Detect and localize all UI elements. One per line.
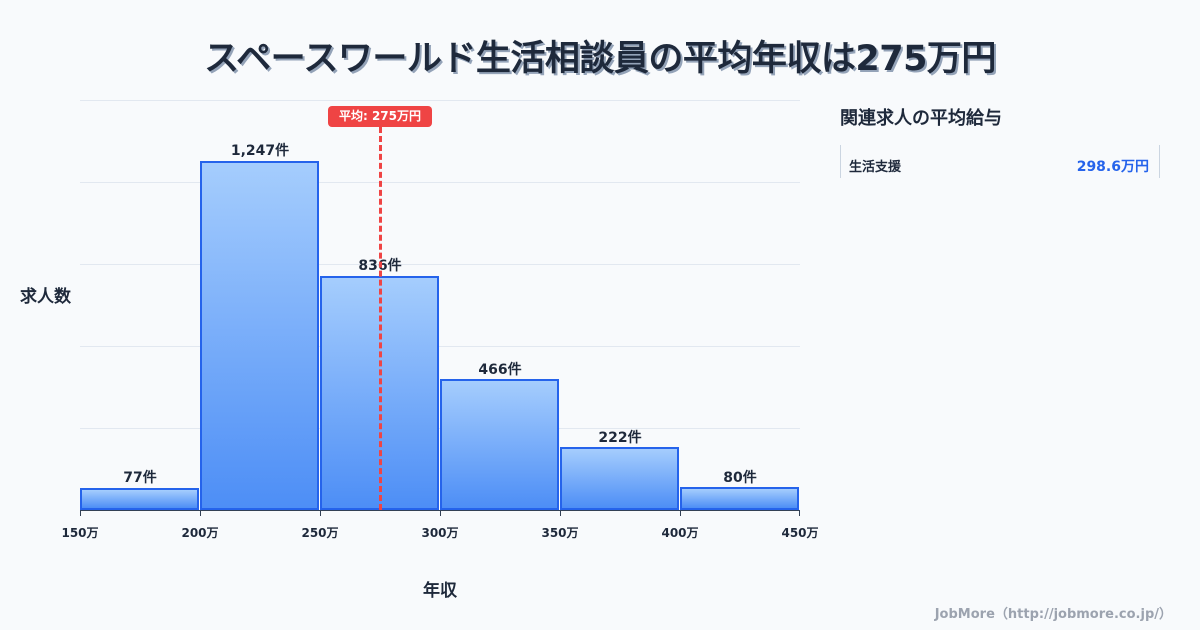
- x-tick: [560, 510, 561, 516]
- related-job-salary: 298.6万円: [1076, 159, 1149, 175]
- x-tick: [440, 510, 441, 516]
- related-job-name: 生活支援: [849, 160, 902, 175]
- source-credit: JobMore（http://jobmore.co.jp/）: [934, 607, 1172, 622]
- average-line: [379, 127, 382, 510]
- bar-value-label: 222件: [598, 430, 642, 446]
- gridline: [80, 346, 800, 347]
- chart-title: スペースワールド生活相談員の平均年収は275万円: [204, 39, 996, 79]
- bar-value-label: 77件: [123, 470, 157, 486]
- x-tick-label: 300万: [421, 526, 459, 540]
- y-axis-label: 求人数: [20, 287, 71, 307]
- x-tick: [200, 510, 201, 516]
- bar-value-label: 466件: [478, 362, 522, 378]
- gridline: [80, 264, 800, 265]
- x-axis-label: 年収: [423, 581, 457, 601]
- histogram-bar: [680, 487, 799, 510]
- x-tick-label: 250万: [301, 526, 339, 540]
- bar-value-label: 80件: [723, 470, 757, 486]
- x-tick-label: 350万: [541, 526, 579, 540]
- bar-value-label: 1,247件: [230, 143, 290, 159]
- histogram-bar: [560, 447, 679, 510]
- x-tick-label: 200万: [181, 526, 219, 540]
- x-tick: [80, 510, 81, 516]
- x-tick-label: 450万: [781, 526, 819, 540]
- x-tick-label: 400万: [661, 526, 699, 540]
- x-tick: [799, 510, 800, 516]
- gridline: [80, 100, 800, 101]
- histogram-bar: [80, 488, 199, 510]
- x-tick: [320, 510, 321, 516]
- plot-area: 77件 1,247件 836件 466件 222件 80件: [80, 100, 800, 510]
- average-badge: 平均: 275万円: [328, 106, 432, 127]
- histogram-bar: [200, 161, 319, 510]
- gridline: [80, 182, 800, 183]
- related-salary-title: 関連求人の平均給与: [840, 108, 1002, 129]
- histogram-bar: [440, 379, 559, 510]
- x-tick-label: 150万: [61, 526, 99, 540]
- related-salary-row: 生活支援 298.6万円: [840, 145, 1160, 178]
- x-tick: [680, 510, 681, 516]
